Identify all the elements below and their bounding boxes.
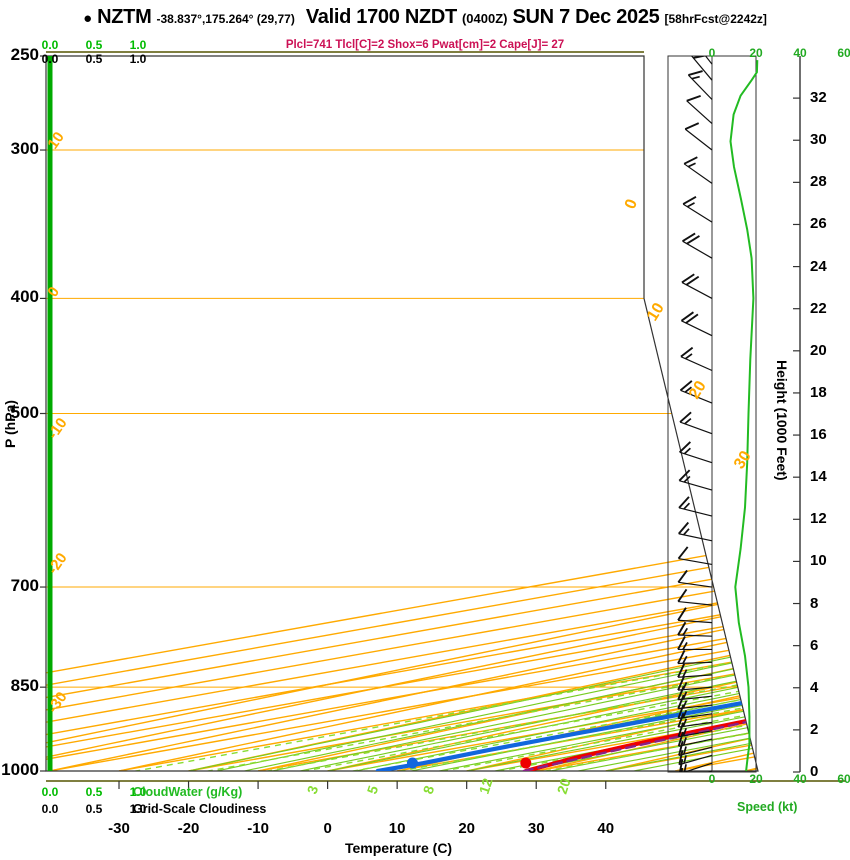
speed-tick-label-top: 0	[708, 46, 716, 60]
pressure-tick-label: 250	[10, 45, 39, 64]
pressure-tick-label: 700	[10, 576, 39, 596]
cloudiness-tick-label-top: 0.0	[41, 52, 59, 66]
height-tick-label: 28	[810, 173, 827, 191]
temperature-tick-label: -10	[247, 820, 269, 837]
wind-barbs	[677, 56, 713, 772]
forecast-info: [58hrFcst@2242z]	[664, 12, 767, 26]
cloudiness-tick-label-bottom: 0.5	[85, 802, 103, 816]
speed-tick-label-bottom: 0	[708, 772, 716, 786]
temperature-tick-label: -30	[108, 820, 130, 837]
height-tick-label: 6	[810, 636, 819, 654]
isotherm-label: 20	[686, 378, 710, 402]
height-axis-title: Height (1000 Feet)	[774, 360, 790, 481]
station-name: NZTM	[97, 6, 152, 28]
cloudwater-tick-label-top: 0.0	[41, 38, 59, 52]
isotherm-label: 0	[622, 197, 641, 212]
isotherm-label: 10	[644, 300, 668, 324]
sounding-curves	[375, 83, 758, 771]
pressure-tick-label: 850	[10, 676, 39, 696]
cloudwater-tick-label-top: 1.0	[129, 38, 147, 52]
temperature-tick-label: 0	[323, 820, 332, 837]
valid-time: Valid 1700 NZDT	[305, 6, 457, 28]
height-tick-label: 32	[810, 89, 827, 107]
height-tick-label: 14	[810, 468, 827, 486]
height-tick-label: 2	[810, 720, 819, 738]
surface-markers	[406, 757, 532, 769]
speed-tick-label-top: 60	[837, 46, 850, 60]
cloudiness-tick-label-top: 0.5	[85, 52, 103, 66]
speed-tick-label-bottom: 60	[837, 772, 850, 786]
pressure-axis-title: P (hPa)	[2, 400, 18, 448]
height-tick-label: 30	[810, 131, 827, 149]
temperature-tick-label: -20	[177, 820, 200, 837]
speed-tick-label-top: 20	[749, 46, 763, 60]
cloudiness-tick-label-top: 1.0	[129, 52, 147, 66]
cloudiness-tick-label-bottom: 1.0	[129, 802, 147, 816]
speed-tick-label-bottom: 20	[749, 772, 763, 786]
mixing-ratio-label: 3	[304, 783, 322, 796]
temperature-tick-label: 20	[458, 820, 476, 837]
height-tick-label: 24	[810, 257, 827, 275]
pressure-tick-label: 500	[10, 402, 39, 422]
mixing-ratio-label: 8	[420, 783, 438, 796]
height-tick-label: 20	[810, 341, 827, 359]
pressure-tick-label: 300	[10, 139, 39, 159]
height-tick-label: 12	[810, 510, 827, 528]
height-tick-label: 8	[810, 594, 819, 612]
temperature-axis-title: Temperature (C)	[345, 840, 453, 856]
speed-tick-label-top: 40	[793, 46, 807, 60]
isotherm-lines	[46, 56, 758, 771]
height-tick-label: 0	[810, 763, 819, 780]
mixing-ratio-label: 20	[554, 776, 574, 796]
height-tick-label: 16	[810, 426, 827, 444]
station-coordinates: -38.837°,175.264° (29,77)	[156, 12, 295, 26]
cloudiness-legend-label: Grid-Scale Cloudiness	[133, 802, 267, 816]
speed-tick-label-bottom: 40	[793, 772, 807, 786]
plot-frame	[45, 51, 846, 782]
header-title-line: ● NZTM -38.837°,175.264° (29,77) Valid 1…	[83, 6, 767, 29]
valid-date: SUN 7 Dec 2025	[512, 6, 660, 28]
mixing-ratio-lines	[80, 149, 758, 771]
dry-adiabat-label: 10	[44, 129, 67, 152]
cloudwater-legend-label: CloudWater (g/Kg)	[133, 785, 243, 799]
temperature-tick-label: 30	[527, 820, 545, 837]
cloudwater-tick-label-bottom: 0.0	[41, 785, 59, 799]
cloudiness-tick-label-bottom: 0.0	[41, 802, 59, 816]
wind-speed-profile	[729, 60, 759, 772]
mixing-ratio-label: 5	[364, 783, 382, 796]
pressure-tick-label: 1000	[1, 760, 39, 779]
cloudwater-tick-label-bottom: 1.0	[129, 785, 147, 799]
stability-indices: Plcl=741 Tlcl[C]=2 Shox=6 Pwat[cm]=2 Cap…	[285, 39, 565, 51]
figure-header: ● NZTM -38.837°,175.264° (29,77) Valid 1…	[0, 6, 850, 51]
speed-axis-title: Speed (kt)	[737, 800, 798, 814]
height-tick-label: 18	[810, 383, 827, 401]
height-tick-label: 4	[810, 678, 819, 696]
temperature-tick-label: 10	[388, 820, 406, 837]
pressure-tick-label: 400	[10, 287, 39, 307]
dry-adiabat-label: 0	[44, 284, 63, 301]
height-tick-label: 22	[810, 299, 827, 317]
valid-time-utc: (0400Z)	[461, 11, 508, 26]
cloudwater-tick-label-bottom: 0.5	[85, 785, 103, 799]
station-marker-icon: ●	[83, 10, 93, 27]
isotherm-label: 30	[731, 448, 755, 472]
temperature-tick-label: 40	[597, 820, 615, 837]
height-tick-label: 10	[810, 552, 827, 570]
axis-ticks	[40, 55, 800, 789]
cloudwater-tick-label-top: 0.5	[85, 38, 103, 52]
mixing-ratio-label: 12	[476, 776, 496, 796]
height-tick-label: 26	[810, 215, 827, 233]
moist-adiabat-lines	[188, 56, 758, 771]
